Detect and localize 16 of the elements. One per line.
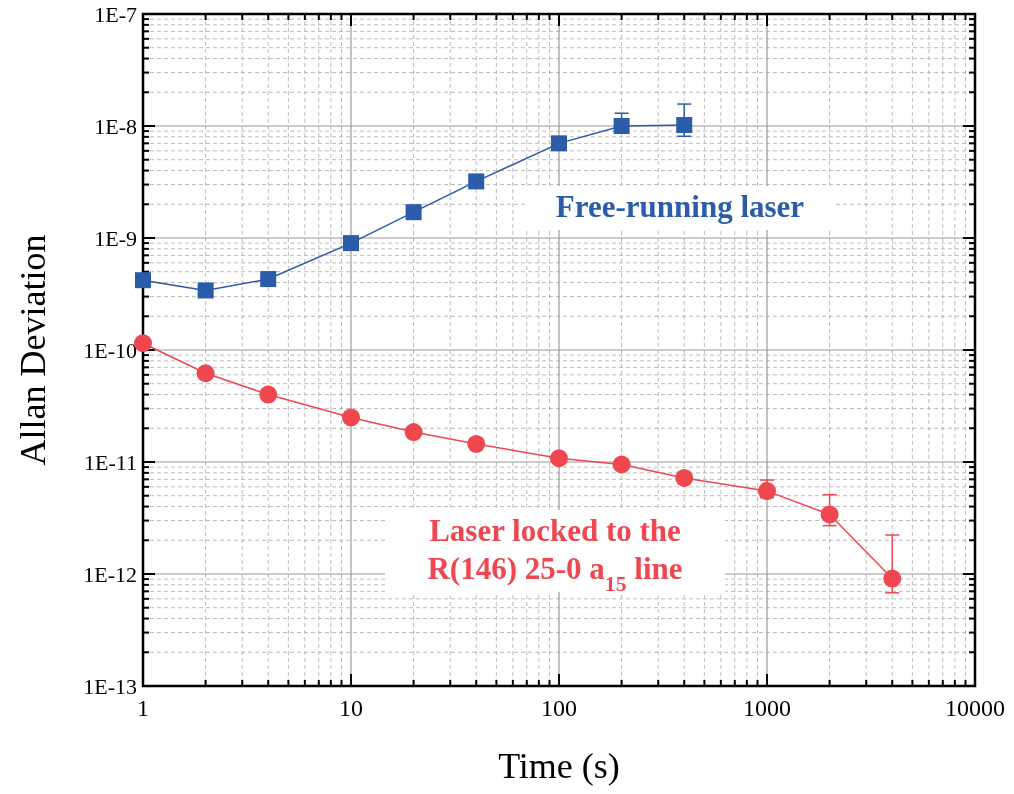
x-tick-label: 10 [339,695,363,721]
y-tick-label: 1E-12 [83,562,137,587]
y-tick-label: 1E-8 [94,114,137,139]
y-tick-label: 1E-7 [94,2,137,27]
series-label: Laser locked to the R(146) 25-0 a$_{15}$ line [427,513,683,596]
y-tick-label: 1E-11 [84,450,137,475]
y-tick-label: 1E-9 [94,226,137,251]
x-tick-label: 1000 [743,695,791,721]
x-tick-label: 100 [541,695,577,721]
y-axis-title: Allan Deviation [13,234,53,466]
x-tick-label: 1 [137,695,149,721]
x-tick-label: 10000 [945,695,1005,721]
y-tick-label: 1E-10 [83,338,137,363]
x-axis-title: Time (s) [498,746,620,786]
series-label: Free-running laser [555,189,805,224]
y-tick-label: 1E-13 [83,674,137,699]
